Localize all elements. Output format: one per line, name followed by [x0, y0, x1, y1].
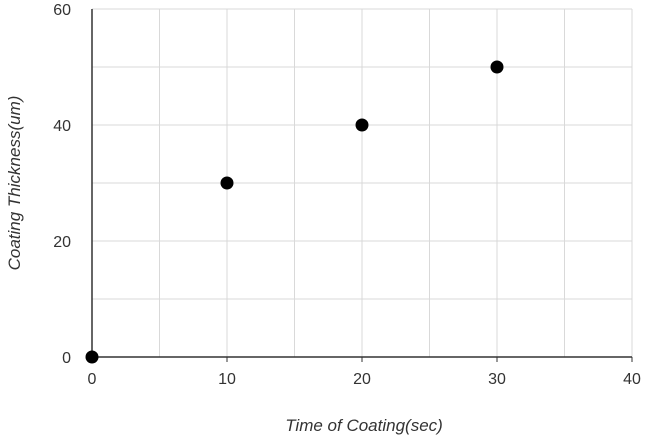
y-axis-title: Coating Thickness(um): [5, 96, 24, 271]
data-points: [85, 60, 504, 364]
y-tick-label: 20: [53, 234, 71, 251]
y-tick-label: 40: [53, 118, 71, 135]
x-tick-label: 20: [353, 371, 371, 388]
data-point: [85, 350, 99, 364]
data-point: [490, 60, 504, 74]
tick-labels: 0 10 20 30 40 0 20 40 60: [53, 2, 641, 388]
data-point: [355, 118, 369, 132]
x-tick-label: 10: [218, 371, 236, 388]
y-tick-label: 60: [53, 2, 71, 19]
data-point: [220, 176, 234, 190]
x-tick-label: 0: [88, 371, 97, 388]
grid-lines: [91, 8, 633, 358]
y-tick-label: 0: [62, 350, 71, 367]
x-tick-label: 30: [488, 371, 506, 388]
x-axis-title: Time of Coating(sec): [285, 416, 443, 435]
x-tick-label: 40: [623, 371, 641, 388]
